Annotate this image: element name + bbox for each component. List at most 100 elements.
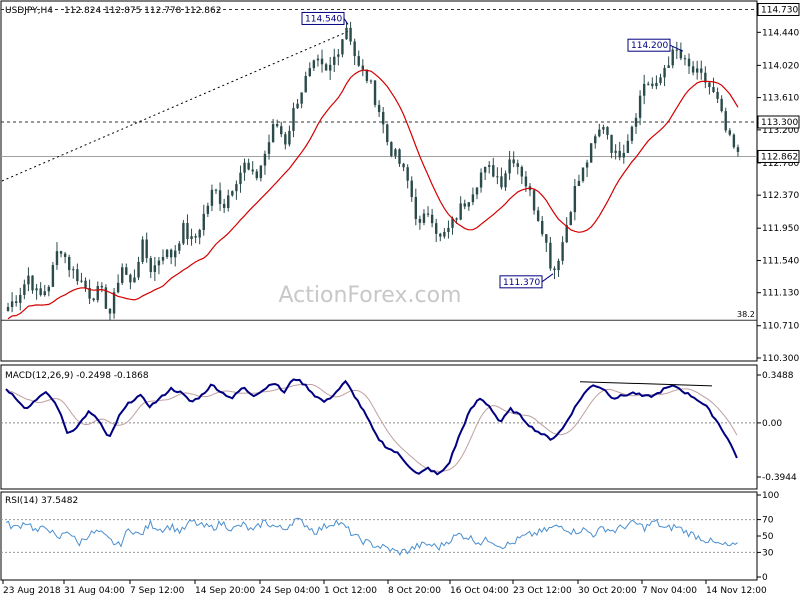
rsi-title: RSI(14) 37.5482 (5, 496, 78, 506)
candle-body (271, 124, 275, 143)
candle-body (557, 260, 560, 271)
candle-body (708, 82, 711, 88)
candle-body (194, 236, 197, 238)
macd-title: MACD(12,26,9) -0.2498 -0.1868 (5, 371, 149, 381)
candle-body (324, 64, 328, 71)
candle-body (512, 159, 515, 164)
x-tick-label: 23 Oct 12:00 (513, 586, 572, 596)
candle-body (165, 249, 169, 257)
candle-body (275, 124, 279, 127)
x-tick-label: 8 Oct 20:00 (388, 586, 441, 596)
price-annotation-label: 111.370 (503, 278, 540, 288)
macd-line (5, 378, 738, 476)
candle-body (27, 275, 30, 285)
candle-body (663, 67, 666, 78)
candle-body (353, 41, 356, 57)
x-tick-label: 31 Aug 04:00 (64, 586, 125, 596)
rsi-tick-label: 100 (762, 491, 779, 501)
candle-body (602, 127, 605, 130)
candle-body (524, 176, 528, 187)
candle-body (618, 150, 621, 158)
macd-group (1, 378, 757, 476)
candle-body (35, 288, 38, 291)
candle-body (610, 134, 613, 153)
candle-body (235, 184, 238, 192)
candle-body (418, 219, 422, 223)
current-price-label: 112.862 (761, 152, 798, 162)
price-y-axis: 114.730 114.440 114.020 113.610 113.200 112.7… (757, 3, 800, 364)
candle-body (178, 243, 181, 251)
candle-body (116, 282, 120, 293)
candle-body (23, 284, 26, 295)
candle-body (169, 249, 173, 258)
price-annotations: 114.540 114.200 111.370 (301, 11, 684, 289)
candle-body (585, 162, 589, 168)
candle-body (328, 64, 332, 71)
candle-body (647, 83, 650, 85)
x-tick-label: 1 Oct 12:00 (324, 586, 377, 596)
candle-body (202, 213, 205, 230)
rsi-group (1, 517, 757, 556)
candle-body (659, 77, 662, 83)
price-panel-frame (0, 0, 758, 362)
candle-body (349, 27, 352, 42)
candle-body (55, 251, 59, 266)
candle-body (72, 269, 75, 271)
candle-body (373, 80, 377, 105)
candle-body (667, 65, 670, 68)
candle-body (720, 98, 723, 112)
candle-body (292, 108, 295, 131)
candle-body (410, 180, 413, 197)
price-tick-label: 111.950 (762, 224, 799, 234)
candle-body (414, 196, 418, 220)
candle-body (10, 301, 14, 308)
level-box (757, 115, 800, 129)
candle-body (704, 72, 707, 83)
candle-body (182, 223, 185, 244)
candle-body (508, 159, 511, 174)
candle-body (320, 58, 324, 65)
candle-body (622, 152, 625, 158)
candle-body (157, 260, 161, 266)
watermark: ActionForex.com (279, 283, 462, 308)
rsi-line (5, 517, 738, 556)
candle-body (630, 126, 634, 141)
price-tick-label: 111.540 (762, 256, 799, 266)
x-tick-label: 7 Nov 04:00 (642, 586, 697, 596)
price-tick-label: 110.300 (762, 354, 799, 364)
candle-body (227, 195, 230, 208)
candle-body (174, 250, 177, 258)
candle-body (39, 288, 42, 296)
candle-body (577, 180, 581, 187)
candle-body (267, 142, 271, 154)
moving-average-group (7, 69, 739, 320)
price-tick-label: 110.710 (762, 322, 799, 332)
candle-body (496, 176, 499, 178)
candle-body (565, 225, 568, 243)
candle-body (186, 223, 189, 240)
price-levels: 38.2 (1, 9, 757, 321)
price-tick-label: 113.610 (762, 94, 799, 104)
candle-body (553, 268, 556, 271)
candle-body (435, 223, 438, 234)
trend-line (1, 31, 349, 182)
candle-body (377, 104, 381, 112)
candle-body (133, 277, 136, 283)
x-tick-label: 24 Sep 04:00 (260, 586, 320, 596)
rsi-tick-label: 50 (762, 532, 774, 542)
candle-body (642, 83, 646, 96)
rsi-panel-frame (0, 491, 758, 581)
price-title: USDJPY,H4 (5, 6, 53, 16)
candle-body (137, 261, 140, 278)
candle-body (31, 275, 34, 291)
price-tick-label: 113.200 (762, 126, 799, 136)
candle-body (214, 189, 218, 191)
price-annotation-leader (669, 44, 684, 52)
candle-body (545, 234, 548, 243)
macd-trend-line (579, 381, 713, 387)
candle-body (549, 242, 552, 269)
candle-body (125, 267, 128, 275)
price-tick-label: 111.130 (762, 289, 799, 299)
candle-body (483, 166, 487, 173)
level-label: 113.300 (761, 118, 798, 128)
